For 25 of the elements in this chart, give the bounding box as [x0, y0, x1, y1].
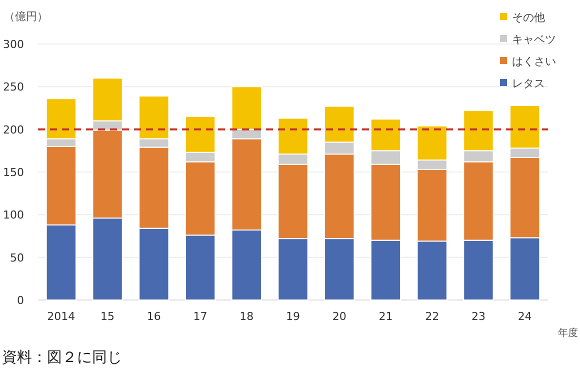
- x-tick-label: 18: [240, 310, 254, 323]
- y-tick-label: 250: [3, 80, 24, 94]
- legend-label: その他: [512, 11, 545, 24]
- y-tick-label: 0: [17, 294, 24, 307]
- y-tick-label: 300: [3, 38, 24, 51]
- y-axis-title: （億円）: [4, 10, 48, 23]
- y-tick-label: 200: [3, 123, 24, 136]
- x-tick-label: 19: [286, 310, 300, 323]
- y-tick-label: 150: [3, 166, 24, 179]
- y-tick-label: 100: [3, 208, 24, 222]
- x-tick-label: 17: [193, 310, 208, 323]
- legend-label: はくさい: [512, 55, 556, 68]
- x-tick-label: 15: [100, 310, 115, 323]
- x-tick-label: 20: [332, 310, 346, 323]
- legend-label: レタス: [512, 77, 545, 90]
- legend-label: キャベツ: [512, 33, 556, 46]
- x-axis-title: 年度: [558, 327, 578, 339]
- y-tick-label: 50: [10, 251, 24, 264]
- text: 資料：図２に同じ: [2, 348, 122, 366]
- x-tick-label: 24: [518, 310, 532, 323]
- x-tick-label: 21: [378, 310, 393, 323]
- x-tick-label: 16: [146, 310, 161, 323]
- x-tick-label: 22: [425, 310, 440, 323]
- x-tick-label: 23: [471, 310, 486, 323]
- x-tick-label: 2014: [47, 310, 76, 323]
